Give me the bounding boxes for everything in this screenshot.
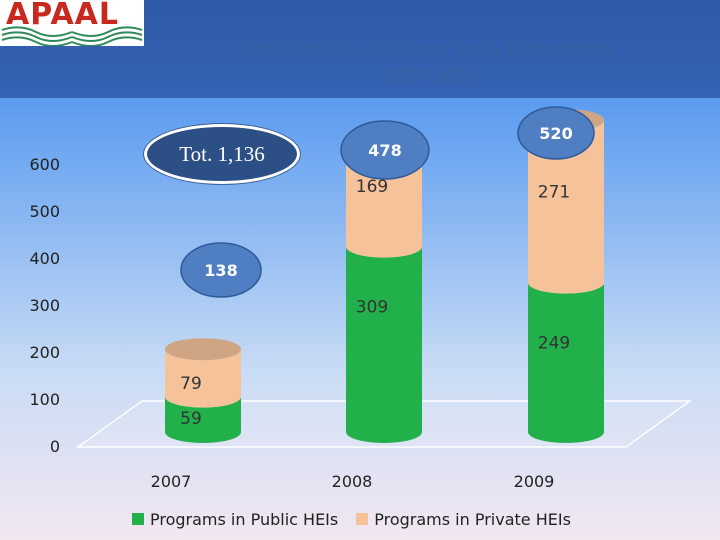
legend-swatch-private bbox=[356, 513, 369, 525]
slide-title-line1: Reviewed/New/Bologna Study Programmes: bbox=[241, 36, 619, 60]
logo: APAAL bbox=[0, 0, 144, 46]
total-bubble: Tot. 1,136 bbox=[144, 124, 300, 184]
y-tick-label-600: 600 bbox=[29, 155, 60, 174]
total-label-2007: 138 bbox=[204, 261, 237, 280]
bar-private-2009 bbox=[528, 120, 604, 294]
y-tick-label-400: 400 bbox=[29, 249, 60, 268]
legend-label-private: Programs in Private HEIs bbox=[374, 509, 571, 529]
y-tick-label-500: 500 bbox=[29, 202, 60, 221]
y-tick-label-300: 300 bbox=[29, 296, 60, 315]
x-tick-label-2008: 2008 bbox=[332, 472, 373, 491]
y-tick-label-200: 200 bbox=[29, 343, 60, 362]
legend: Programs in Public HEIs Programs in Priv… bbox=[132, 508, 571, 530]
slide-title: Reviewed/New/Bologna Study Programmes: 2… bbox=[150, 34, 710, 90]
total-bubble-2008 bbox=[340, 120, 430, 180]
y-tick-label-100: 100 bbox=[29, 390, 60, 409]
total-label-2008: 478 bbox=[368, 141, 401, 160]
bar-cap-2007 bbox=[165, 338, 241, 361]
data-label-public-2008: 309 bbox=[356, 298, 388, 318]
data-label-public-2009: 249 bbox=[538, 334, 570, 354]
total-label-2009: 520 bbox=[539, 124, 572, 143]
legend-item-public: Programs in Public HEIs bbox=[132, 510, 338, 529]
legend-label-public: Programs in Public HEIs bbox=[150, 509, 339, 529]
slide-title-line2: 2007-2009 bbox=[384, 64, 476, 88]
legend-item-private: Programs in Private HEIs bbox=[356, 510, 571, 529]
y-tick-label-0: 0 bbox=[50, 437, 60, 456]
data-label-private-2008: 169 bbox=[356, 177, 388, 197]
bar-public-2008 bbox=[346, 246, 422, 443]
bar-private-2007 bbox=[165, 349, 241, 408]
legend-swatch-public bbox=[132, 513, 144, 525]
logo-text: APAAL bbox=[6, 0, 120, 32]
bar-public-2007 bbox=[165, 396, 241, 443]
data-label-public-2007: 59 bbox=[180, 409, 202, 429]
book-waves-icon bbox=[1, 26, 143, 46]
x-tick-label-2007: 2007 bbox=[151, 472, 192, 491]
total-bubble-2009 bbox=[517, 106, 595, 160]
bar-public-2009 bbox=[528, 282, 604, 443]
total-bubble-2007 bbox=[180, 242, 262, 298]
data-label-private-2009: 271 bbox=[538, 182, 570, 202]
data-label-private-2007: 79 bbox=[180, 374, 202, 394]
x-tick-label-2009: 2009 bbox=[514, 472, 555, 491]
